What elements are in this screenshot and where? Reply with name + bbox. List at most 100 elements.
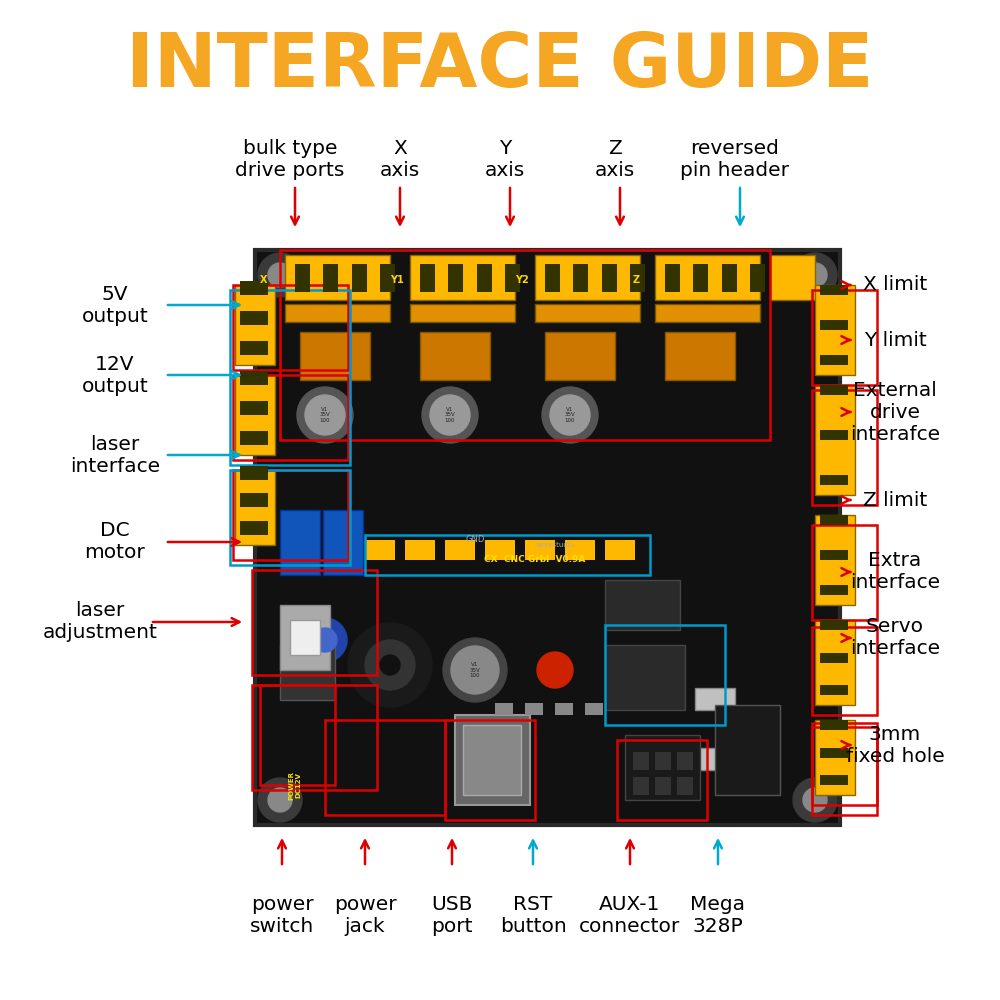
Bar	[812, 390, 877, 505]
Bar	[820, 550, 848, 560]
Bar	[555, 703, 573, 715]
Text: Y limit: Y limit	[864, 330, 926, 350]
Bar	[820, 385, 848, 395]
Bar	[545, 332, 615, 380]
Text: X
axis: X axis	[380, 139, 420, 180]
Circle shape	[542, 387, 598, 443]
Circle shape	[430, 395, 470, 435]
Bar	[605, 580, 680, 630]
Bar	[750, 264, 765, 292]
Circle shape	[303, 618, 347, 662]
Bar	[625, 735, 700, 800]
Text: 12V
output: 12V output	[82, 355, 148, 395]
Bar	[695, 688, 735, 710]
Circle shape	[258, 778, 302, 822]
Bar	[252, 570, 377, 675]
Circle shape	[297, 387, 353, 443]
Bar	[240, 341, 268, 355]
Bar	[812, 627, 877, 715]
Text: V1
35V
100: V1 35V 100	[565, 407, 575, 423]
Text: CX  CNC Grbl  V0.9A: CX CNC Grbl V0.9A	[484, 556, 586, 564]
Circle shape	[422, 387, 478, 443]
Text: External
drive
interafce: External drive interafce	[850, 380, 940, 444]
Bar	[820, 685, 848, 695]
Bar	[812, 525, 877, 620]
Text: GND: GND	[465, 536, 485, 544]
Bar	[280, 645, 335, 700]
Bar	[820, 775, 848, 785]
Bar	[815, 720, 855, 795]
Circle shape	[348, 623, 432, 707]
Text: DC
motor: DC motor	[85, 522, 145, 562]
Circle shape	[305, 395, 345, 435]
Text: Extra
interface: Extra interface	[850, 552, 940, 592]
Bar	[820, 285, 848, 295]
Circle shape	[537, 652, 573, 688]
Bar	[240, 281, 268, 295]
Text: AUX-1
connector: AUX-1 connector	[579, 895, 681, 936]
Bar	[285, 255, 390, 300]
Bar	[565, 540, 595, 560]
Bar	[602, 264, 617, 292]
Bar	[280, 510, 320, 575]
Bar	[295, 264, 310, 292]
Bar	[820, 652, 848, 662]
Bar	[323, 264, 338, 292]
Bar	[605, 625, 725, 725]
Bar	[325, 720, 445, 815]
Text: bulk type
drive ports: bulk type drive ports	[235, 139, 345, 180]
Bar	[812, 723, 877, 805]
Circle shape	[793, 253, 837, 297]
Bar	[445, 720, 535, 820]
Bar	[525, 540, 555, 560]
Bar	[655, 777, 671, 795]
Bar	[617, 740, 707, 820]
Text: power
switch: power switch	[250, 895, 314, 936]
Text: RST
button: RST button	[500, 895, 566, 936]
Text: X limit: X limit	[863, 275, 927, 294]
Bar	[812, 727, 877, 815]
Bar	[535, 255, 640, 300]
Text: Servo
interface: Servo interface	[850, 617, 940, 658]
Bar	[485, 540, 515, 560]
Bar	[820, 620, 848, 630]
Bar	[630, 264, 645, 292]
Bar	[240, 466, 268, 480]
Bar	[820, 320, 848, 330]
Bar	[815, 385, 855, 495]
Circle shape	[803, 788, 827, 812]
Bar	[233, 375, 348, 460]
Bar	[677, 752, 693, 770]
Text: 5V
output: 5V output	[82, 284, 148, 326]
Bar	[655, 304, 760, 322]
Bar	[585, 703, 603, 715]
Bar	[240, 371, 268, 385]
Bar	[352, 264, 367, 292]
Text: power
jack: power jack	[334, 895, 396, 936]
Bar	[455, 715, 530, 805]
Bar	[665, 332, 735, 380]
Bar	[240, 521, 268, 535]
Bar	[815, 285, 855, 375]
Bar	[285, 304, 390, 322]
Bar	[255, 250, 840, 825]
Bar	[280, 250, 770, 440]
Bar	[495, 703, 513, 715]
Text: 3mm
fixed hole: 3mm fixed hole	[846, 724, 944, 766]
Text: INTERFACE GUIDE: INTERFACE GUIDE	[126, 30, 874, 103]
Circle shape	[365, 640, 415, 690]
Bar	[420, 332, 490, 380]
Bar	[525, 703, 543, 715]
Bar	[252, 685, 377, 790]
Bar	[770, 255, 815, 300]
Bar	[235, 285, 275, 365]
Text: Y
axis: Y axis	[485, 139, 525, 180]
Bar	[240, 401, 268, 415]
Bar	[665, 264, 680, 292]
Text: Y1: Y1	[390, 275, 404, 285]
Bar	[605, 645, 685, 710]
Bar	[695, 748, 735, 770]
Bar	[405, 540, 435, 560]
Bar	[410, 255, 515, 300]
Bar	[820, 720, 848, 730]
